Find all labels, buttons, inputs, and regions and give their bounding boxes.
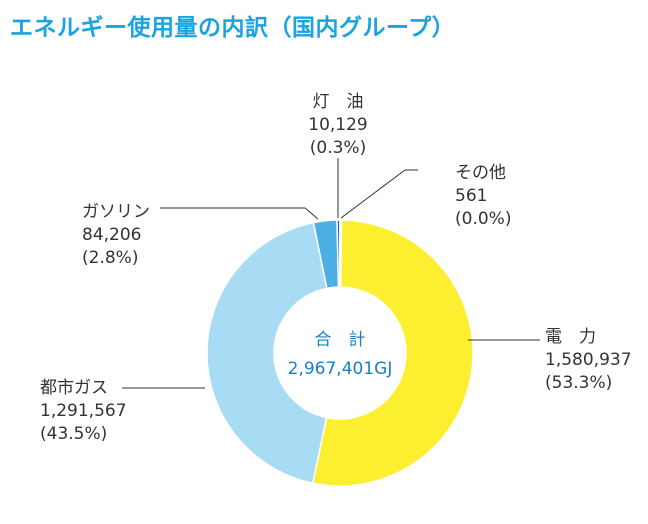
center-total-value: 2,967,401GJ [288,359,393,379]
value-label-1: 1,291,567 [40,401,127,421]
slice-4 [339,219,343,288]
percent-label-0: (53.3%) [545,373,612,393]
value-label-4: 561 [455,186,487,206]
category-label-4: その他 [455,163,506,183]
percent-label-2: (2.8%) [82,248,138,268]
slice-labels: 電 力 1,580,937 (53.3%) 都市ガス 1,291,567 (43.5%) ガ… [40,92,632,444]
percent-label-1: (43.5%) [40,424,107,444]
value-label-2: 84,206 [82,225,141,245]
leader-lines [122,158,540,389]
slice-0 [311,219,474,487]
percent-label-4: (0.0%) [455,209,511,229]
category-label-2: ガソリン [82,202,150,222]
value-label-3: 10,129 [308,115,367,135]
center-total-label: 合 計 [315,330,366,350]
slices-group [206,219,474,487]
category-label-0: 電 力 [545,327,596,347]
chart-title: エネルギー使用量の内訳（国内グループ） [10,15,456,41]
leader-line-4 [340,169,418,219]
value-label-0: 1,580,937 [545,350,632,370]
leader-line-2 [160,207,319,220]
category-label-3: 灯 油 [313,92,364,112]
percent-label-3: (0.3%) [310,138,366,158]
category-label-1: 都市ガス [40,378,108,398]
slice-1 [206,221,328,485]
